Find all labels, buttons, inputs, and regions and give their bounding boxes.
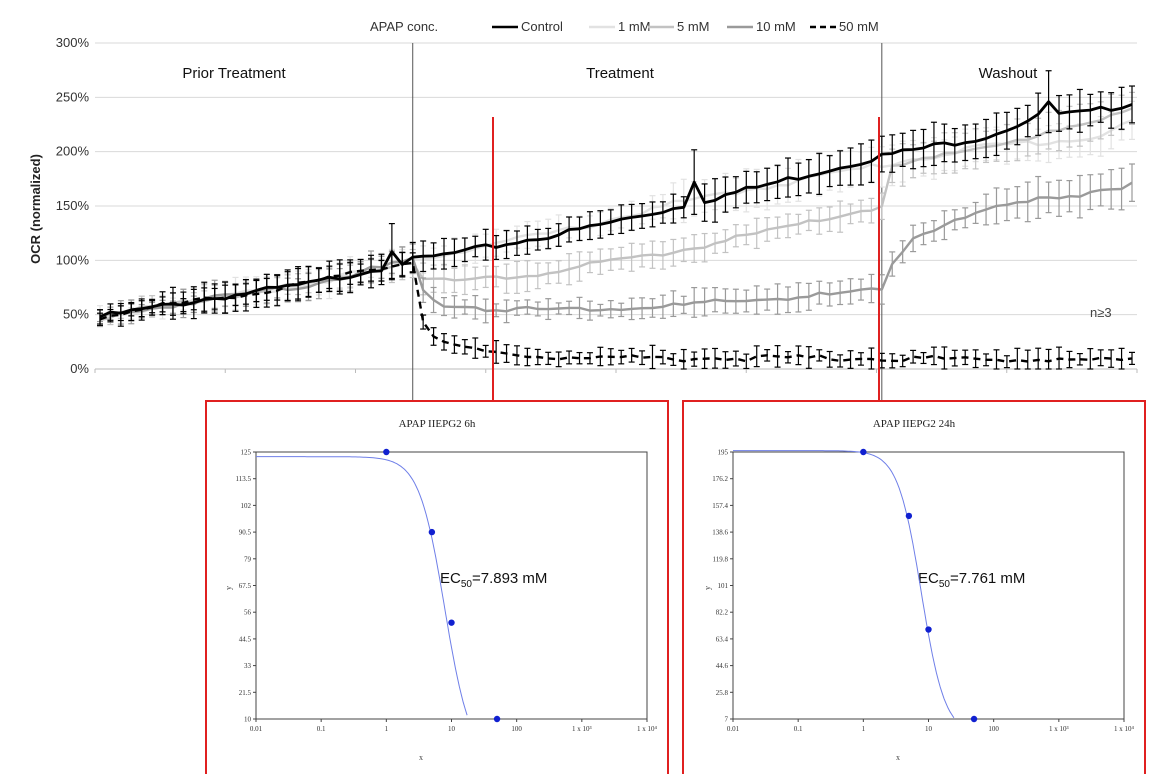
data-point — [428, 528, 436, 536]
y-tick-label: 138.6 — [712, 529, 728, 537]
y-tick-label: 0% — [70, 361, 89, 376]
ocr-time-course-chart: APAP conc. Control 1 mM 5 mM 10 mM 50 mM 0% 5… — [28, 19, 1138, 400]
y-tick-label: 176.2 — [712, 475, 728, 483]
sample-size-annotation: n≥3 — [1090, 305, 1112, 320]
data-point — [860, 448, 867, 456]
series-line — [99, 261, 1133, 363]
y-tick-label: 200% — [56, 144, 90, 159]
legend-label: 50 mM — [839, 19, 879, 34]
y-tick-label: 10 — [244, 716, 252, 724]
y-tick-label: 119.8 — [713, 555, 729, 563]
phase-label-washout: Washout — [979, 65, 1038, 82]
data-point — [448, 619, 455, 626]
x-tick-label: 100 — [511, 725, 522, 733]
y-axis-label: OCR (normalized) — [28, 154, 43, 264]
legend-label: 1 mM — [618, 19, 651, 34]
panel-frame-6h — [205, 400, 669, 774]
chart-title-6h: APAP IIEPG2 6h — [399, 418, 476, 430]
series-group — [97, 70, 1135, 370]
y-tick-label: 101 — [718, 582, 729, 590]
data-point — [493, 715, 501, 723]
y-tick-label: 7 — [725, 716, 729, 724]
ec50-annotation-6h: EC50=7.893 mM — [440, 570, 547, 590]
x-tick-label: 10 — [448, 725, 456, 733]
main-gridlines — [94, 42, 1138, 373]
y-tick-label: 82.2 — [716, 609, 729, 617]
y-tick-label: 56 — [244, 609, 252, 617]
y-tick-label: 150% — [56, 198, 90, 213]
phase-label-prior-treatment: Prior Treatment — [182, 65, 286, 82]
y-tick-label: 100% — [56, 252, 90, 267]
legend: Control 1 mM 5 mM 10 mM 50 mM — [492, 19, 879, 34]
y-tick-label: 250% — [56, 89, 90, 104]
y-tick-label: 90.5 — [239, 529, 252, 537]
y-axis-label-6h: y — [224, 586, 233, 590]
main-y-axis-ticks: 0% 50% 100% 150% 200% 250% 300% — [56, 35, 90, 376]
data-point — [905, 512, 913, 520]
y-tick-label: 157.4 — [712, 502, 728, 510]
y-tick-label: 300% — [56, 35, 90, 50]
x-tick-label: 0.1 — [317, 725, 326, 733]
y-tick-label: 79 — [244, 555, 252, 563]
legend-label: Control — [521, 19, 563, 34]
callout-lines — [492, 117, 880, 401]
y-tick-label: 125 — [241, 449, 252, 457]
data-point — [383, 448, 390, 456]
y-axis-label-24h: y — [703, 586, 712, 590]
x-tick-label: 0.01 — [250, 725, 263, 733]
series-control — [97, 70, 1135, 325]
y-tick-label: 44.5 — [239, 635, 252, 643]
x-axis-label-24h: x — [896, 753, 900, 762]
y-tick-label: 102 — [241, 502, 252, 510]
x-tick-label: 0.1 — [794, 725, 803, 733]
panel-frame-24h — [682, 400, 1146, 774]
y-tick-label: 113.5 — [236, 475, 252, 483]
x-tick-label: 1 x 10³ — [1049, 725, 1069, 733]
x-tick-label: 1 — [862, 725, 866, 733]
y-tick-label: 50% — [63, 307, 89, 322]
legend-label: 10 mM — [756, 19, 796, 34]
x-tick-label: 1 x 10⁴ — [637, 725, 658, 733]
phase-dividers — [412, 43, 883, 400]
dose-response-24h-chart: APAP IIEPG2 24h x y EC50=7.761 mM 7 25.8 4… — [682, 400, 1146, 774]
ec50-annotation-24h: EC50=7.761 mM — [918, 570, 1025, 590]
x-tick-label: 10 — [925, 725, 933, 733]
y-tick-label: 67.5 — [239, 582, 252, 590]
dose-response-6h-chart: APAP IIEPG2 6h x y EC50=7.893 mM 10 21.5 3… — [205, 400, 669, 774]
x-tick-label: 0.01 — [727, 725, 740, 733]
y-tick-label: 25.8 — [716, 689, 729, 697]
y-tick-label: 33 — [244, 662, 252, 670]
x-tick-label: 1 x 10⁴ — [1114, 725, 1135, 733]
chart-title-24h: APAP IIEPG2 24h — [873, 418, 956, 430]
y-tick-label: 63.4 — [716, 635, 729, 643]
data-point — [925, 626, 932, 633]
legend-title: APAP conc. — [370, 19, 438, 34]
fit-curve — [256, 456, 468, 716]
series-line — [99, 100, 1133, 319]
y-tick-label: 21.5 — [239, 689, 252, 697]
x-tick-label: 1 x 10³ — [572, 725, 592, 733]
series-50-mm — [97, 251, 1135, 370]
x-tick-label: 1 — [385, 725, 389, 733]
data-point — [970, 715, 978, 723]
fit-curve — [733, 450, 955, 719]
series-10-mm — [97, 163, 1135, 325]
phase-label-treatment: Treatment — [586, 65, 655, 82]
y-tick-label: 44.6 — [716, 662, 729, 670]
series-line — [99, 119, 1133, 318]
x-tick-label: 100 — [988, 725, 999, 733]
y-tick-label: 195 — [718, 449, 729, 457]
legend-label: 5 mM — [677, 19, 710, 34]
x-axis-label-6h: x — [419, 753, 423, 762]
